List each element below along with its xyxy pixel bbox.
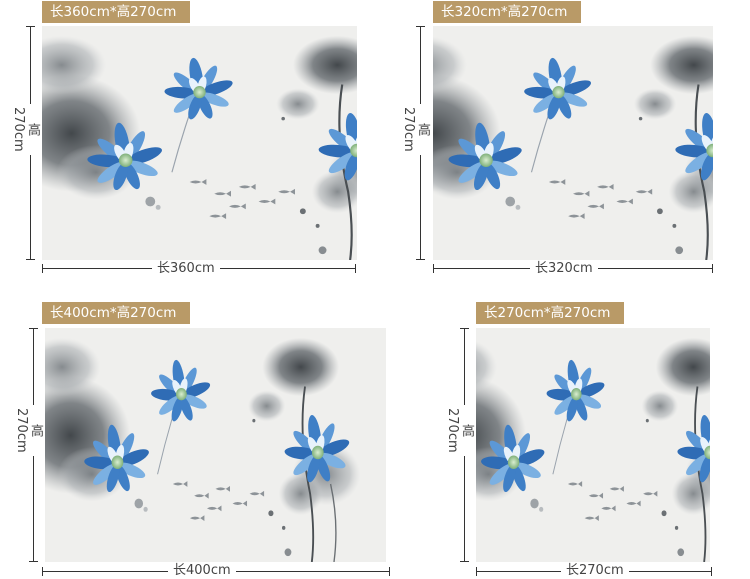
dimension-cap (42, 264, 43, 273)
mural-preview (42, 26, 357, 260)
dimension-cap (711, 567, 712, 576)
mural-preview (476, 328, 710, 562)
ink-lotus-mural-icon (476, 328, 710, 562)
dimension-cap (26, 259, 35, 260)
dimension-cap (460, 328, 469, 329)
size-tag: 长320cm*高270cm (433, 1, 581, 23)
height-label: 高270cm (11, 104, 40, 155)
size-tag: 长360cm*高270cm (42, 1, 190, 23)
dimension-cap (460, 561, 469, 562)
dimension-cap (29, 328, 38, 329)
ink-lotus-mural-icon (433, 26, 713, 260)
dimension-cap (476, 567, 477, 576)
dimension-cap (416, 259, 425, 260)
dimension-cap (355, 264, 356, 273)
dimension-cap (416, 26, 425, 27)
size-tag: 长400cm*高270cm (42, 302, 190, 324)
mural-preview (433, 26, 713, 260)
dimension-cap (712, 264, 713, 273)
height-label: 高270cm (14, 405, 43, 456)
dimension-cap (29, 561, 38, 562)
height-label: 高270cm (445, 405, 474, 456)
width-label: 长360cm (152, 261, 220, 277)
width-label: 长270cm (561, 563, 629, 579)
height-label: 高270cm (401, 104, 430, 155)
ink-lotus-mural-icon (45, 328, 386, 562)
size-tag: 长270cm*高270cm (476, 302, 624, 324)
ink-lotus-mural-icon (42, 26, 357, 260)
width-label: 长320cm (530, 261, 598, 277)
mural-preview (45, 328, 386, 562)
dimension-cap (26, 26, 35, 27)
dimension-cap (389, 567, 390, 576)
dimension-cap (42, 567, 43, 576)
width-label: 长400cm (168, 563, 236, 579)
dimension-cap (433, 264, 434, 273)
